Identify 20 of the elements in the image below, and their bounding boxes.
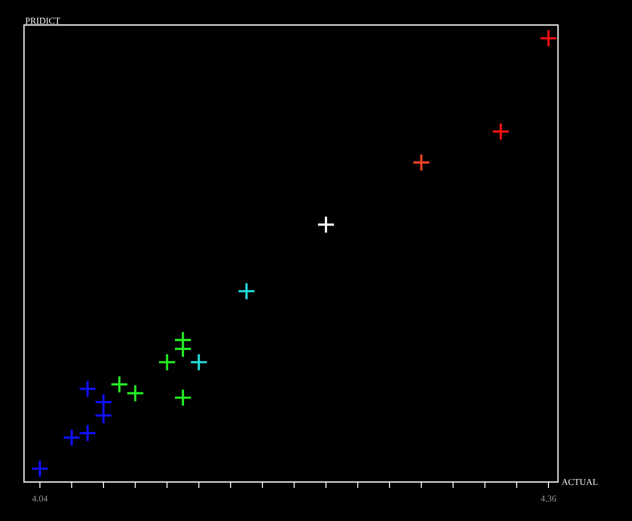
x-tick-label: 4.36 [540, 496, 556, 502]
point [539, 29, 558, 48]
point [30, 460, 49, 478]
point [412, 153, 430, 172]
point [62, 428, 81, 447]
point [174, 340, 192, 358]
y-axis-title: PRIDICT [25, 18, 60, 24]
point [110, 375, 128, 394]
point [78, 424, 97, 442]
point [158, 353, 176, 372]
point [94, 406, 113, 425]
x-tick-label: 4.04 [32, 496, 48, 502]
point [237, 282, 256, 300]
point [126, 384, 144, 402]
point [190, 353, 208, 372]
point [78, 380, 97, 398]
point [174, 388, 192, 407]
point [316, 216, 336, 234]
x-axis-title: ACTUAL [562, 478, 598, 486]
point [492, 122, 510, 141]
